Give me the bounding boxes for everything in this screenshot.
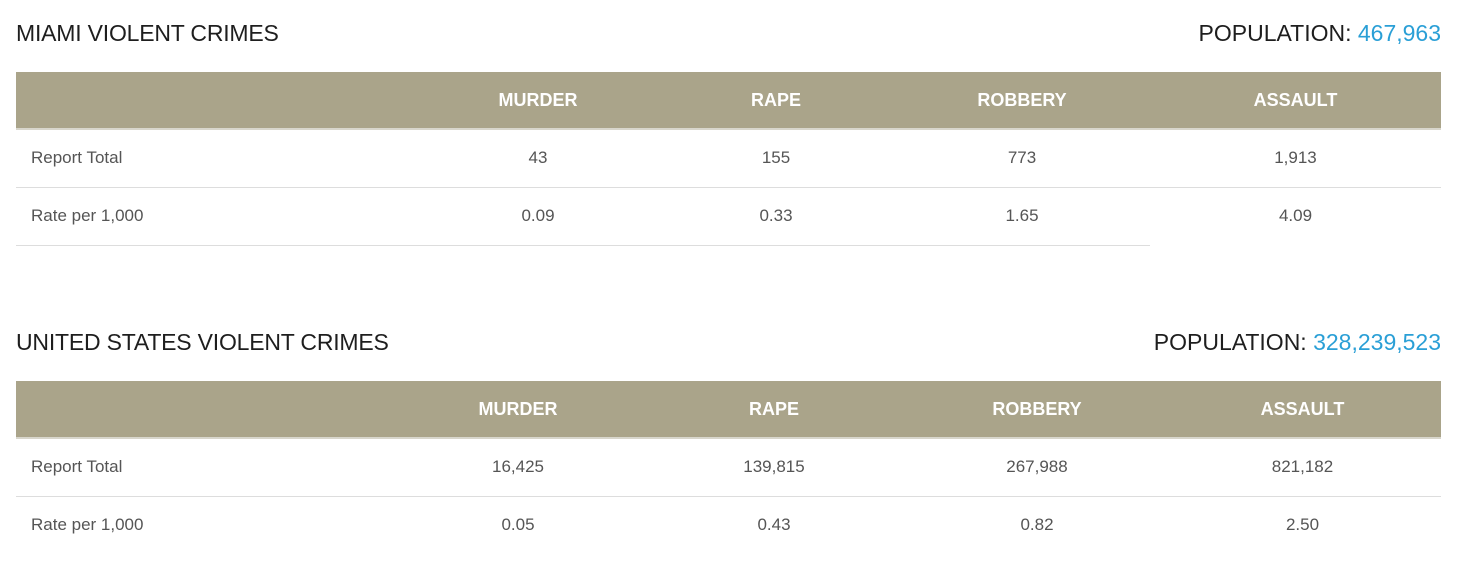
miami-col-blank — [16, 72, 418, 130]
us-section: UNITED STATES VIOLENT CRIMES POPULATION:… — [16, 327, 1441, 554]
miami-population: POPULATION: 467,963 — [1199, 18, 1441, 48]
us-col-murder: MURDER — [398, 381, 638, 439]
us-col-robbery: ROBBERY — [910, 381, 1164, 439]
miami-table-header-row: MURDER RAPE ROBBERY ASSAULT — [16, 72, 1441, 130]
table-row: Rate per 1,000 0.05 0.43 0.82 2.50 — [16, 496, 1441, 554]
us-col-blank — [16, 381, 398, 439]
murder-cell: 0.09 — [418, 187, 658, 246]
assault-cell: 2.50 — [1285, 515, 1320, 535]
murder-cell: 43 — [418, 129, 658, 188]
assault-cell: 4.09 — [1278, 206, 1313, 226]
us-col-rape: RAPE — [638, 381, 910, 439]
miami-crime-table: MURDER RAPE ROBBERY ASSAULT Report Total… — [16, 72, 1441, 246]
miami-population-label: POPULATION: — [1198, 20, 1352, 46]
us-population: POPULATION: 328,239,523 — [1154, 327, 1441, 357]
us-population-label: POPULATION: — [1153, 329, 1307, 355]
us-header: UNITED STATES VIOLENT CRIMES POPULATION:… — [16, 327, 1441, 367]
rape-cell: 0.33 — [658, 187, 894, 246]
miami-col-robbery: ROBBERY — [894, 72, 1150, 130]
murder-cell: 0.05 — [501, 515, 535, 535]
us-col-assault: ASSAULT — [1164, 381, 1441, 439]
row-label: Rate per 1,000 — [31, 515, 144, 535]
us-population-value: 328,239,523 — [1313, 329, 1441, 355]
table-row: Rate per 1,000 0.09 0.33 1.65 4.09 — [16, 187, 1441, 246]
rape-cell: 0.43 — [757, 515, 791, 535]
miami-title: MIAMI VIOLENT CRIMES — [16, 20, 279, 46]
miami-col-assault: ASSAULT — [1150, 72, 1441, 130]
robbery-cell: 773 — [894, 129, 1150, 188]
row-label: Report Total — [16, 129, 418, 188]
us-table-header-row: MURDER RAPE ROBBERY ASSAULT — [16, 381, 1441, 439]
rape-cell: 155 — [658, 129, 894, 188]
miami-population-value: 467,963 — [1357, 20, 1441, 46]
robbery-cell: 267,988 — [910, 438, 1164, 497]
us-title: UNITED STATES VIOLENT CRIMES — [16, 329, 389, 355]
miami-col-murder: MURDER — [418, 72, 658, 130]
robbery-cell: 1.65 — [894, 187, 1150, 246]
robbery-cell: 0.82 — [1020, 515, 1054, 535]
rape-cell: 139,815 — [638, 438, 910, 497]
row-label: Report Total — [16, 438, 398, 497]
table-row: Report Total 16,425 139,815 267,988 821,… — [16, 438, 1441, 497]
assault-cell: 821,182 — [1164, 438, 1441, 497]
miami-header: MIAMI VIOLENT CRIMES POPULATION: 467,963 — [16, 18, 1441, 58]
assault-cell: 1,913 — [1150, 129, 1441, 188]
row-label: Rate per 1,000 — [16, 187, 418, 246]
miami-section: MIAMI VIOLENT CRIMES POPULATION: 467,963… — [16, 18, 1441, 246]
murder-cell: 16,425 — [398, 438, 638, 497]
table-row: Report Total 43 155 773 1,913 — [16, 129, 1441, 188]
us-crime-table: MURDER RAPE ROBBERY ASSAULT Report Total… — [16, 381, 1441, 554]
miami-col-rape: RAPE — [658, 72, 894, 130]
